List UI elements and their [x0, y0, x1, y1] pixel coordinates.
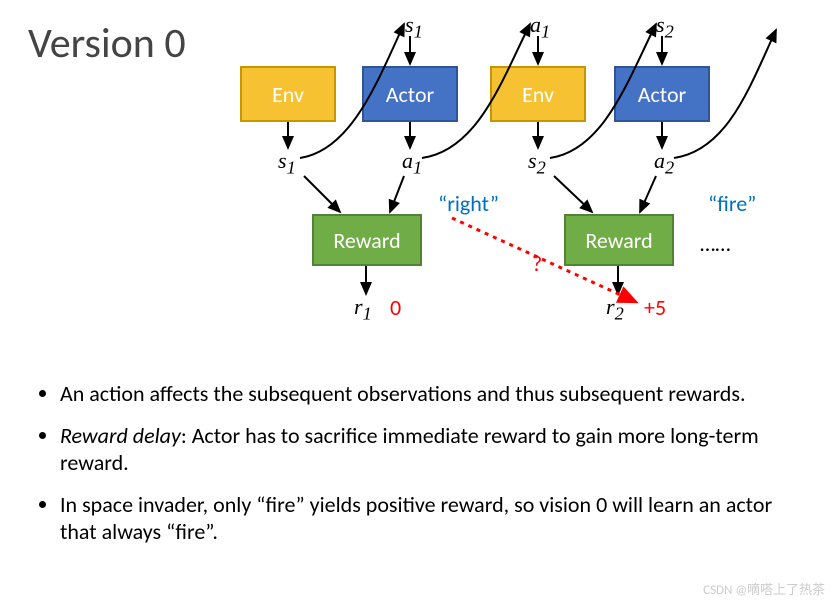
symbol-a1-low: a1 — [402, 148, 422, 178]
symbol-a2-low: a2 — [654, 148, 674, 178]
symbol-s2-low: s2 — [528, 148, 546, 178]
actor-label: Actor — [638, 81, 686, 108]
quote-right: “right” — [438, 190, 499, 217]
annot-qmark: ? — [532, 250, 542, 277]
quote-fire: “fire” — [708, 190, 756, 217]
page-title: Version 0 — [28, 18, 186, 69]
symbol-s1-low: s1 — [278, 148, 296, 178]
actor-box-2: Actor — [614, 66, 710, 122]
bullet-item: An action affects the subsequent observa… — [60, 380, 798, 408]
reward-box-1: Reward — [312, 214, 422, 266]
symbol-r1: r1 — [354, 294, 372, 324]
bullet-item: Reward delay: Actor has to sacrifice imm… — [60, 422, 798, 477]
reward-label: Reward — [585, 227, 652, 254]
symbol-a1-top: a1 — [530, 12, 550, 42]
env-label: Env — [272, 81, 304, 108]
env-label: Env — [522, 81, 554, 108]
annot-plus5: +5 — [644, 294, 666, 321]
symbol-r2: r2 — [606, 294, 624, 324]
actor-box-1: Actor — [362, 66, 458, 122]
annot-zero: 0 — [390, 294, 401, 321]
env-box-1: Env — [240, 66, 336, 122]
bullet-item: In space invader, only “fire” yields pos… — [60, 491, 798, 546]
env-box-2: Env — [490, 66, 586, 122]
actor-label: Actor — [386, 81, 434, 108]
bullet-list: An action affects the subsequent observa… — [38, 380, 798, 560]
reward-label: Reward — [333, 227, 400, 254]
symbol-s1-top: s1 — [405, 12, 423, 42]
reward-box-2: Reward — [564, 214, 674, 266]
symbol-s2-top: s2 — [656, 12, 674, 42]
annot-dots: …… — [700, 230, 730, 257]
watermark: CSDN @嘀嗒上了热茶 — [703, 579, 825, 598]
